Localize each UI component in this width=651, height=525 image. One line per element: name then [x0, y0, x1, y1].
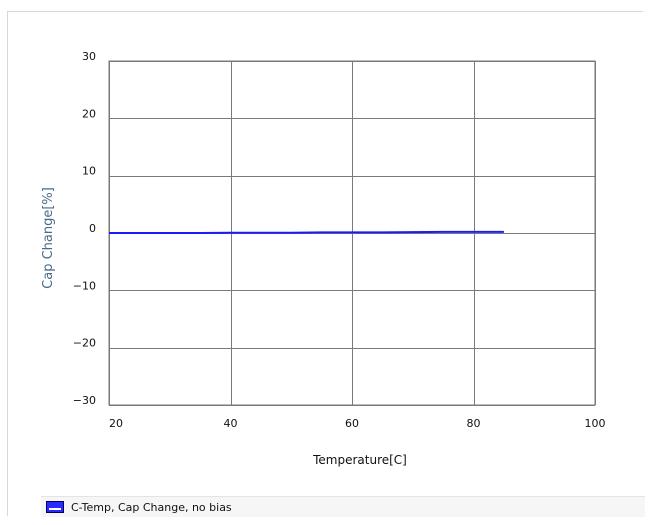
- x-tick-label: 20: [109, 417, 123, 430]
- x-tick-labels: 20 40 60 80 100: [109, 417, 606, 430]
- series-line: [109, 230, 504, 234]
- legend-label: C-Temp, Cap Change, no bias: [71, 500, 232, 514]
- x-axis-title: Temperature[C]: [312, 453, 407, 467]
- x-tick-label: 80: [467, 417, 481, 430]
- y-tick-labels: 30 20 10 0 −10 −20 −30: [73, 50, 96, 407]
- chart: 30 20 10 0 −10 −20 −30 20 40 60 80 100 T…: [41, 50, 606, 467]
- chart-frame: 30 20 10 0 −10 −20 −30 20 40 60 80 100 T…: [7, 11, 645, 517]
- series-layer: [109, 230, 504, 234]
- y-tick-label: −10: [73, 279, 96, 292]
- x-tick-label: 100: [585, 417, 606, 430]
- y-tick-label: 20: [82, 107, 96, 120]
- y-tick-label: 0: [89, 222, 96, 235]
- legend: C-Temp, Cap Change, no bias: [41, 496, 645, 517]
- y-tick-label: −20: [73, 337, 96, 350]
- y-axis-title: Cap Change[%]: [41, 187, 56, 289]
- x-tick-label: 60: [345, 417, 359, 430]
- y-tick-label: 30: [82, 50, 96, 63]
- x-tick-label: 40: [224, 417, 238, 430]
- legend-swatch: [46, 501, 64, 513]
- y-tick-label: −30: [73, 394, 96, 407]
- y-tick-label: 10: [82, 165, 96, 178]
